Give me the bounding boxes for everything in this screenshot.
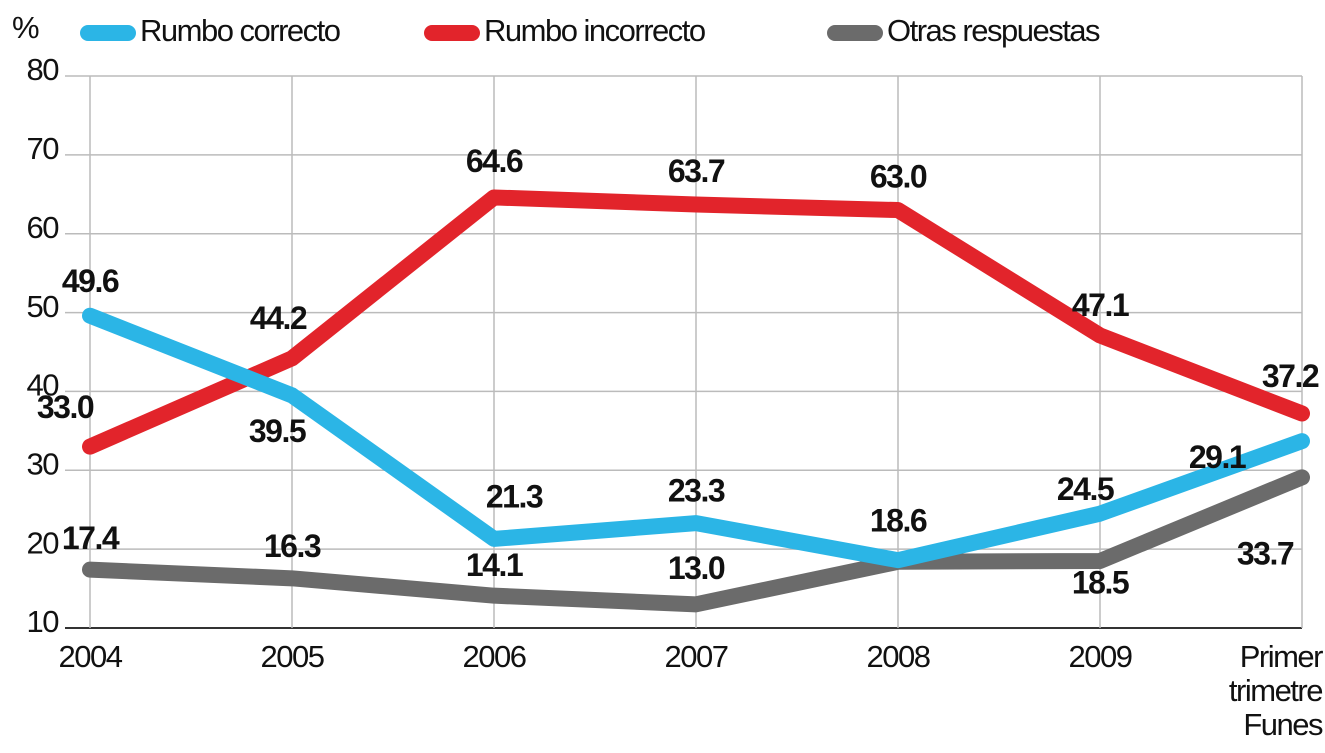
data-label: 13.0 — [668, 550, 725, 586]
y-tick-label: 70 — [27, 131, 60, 166]
x-tick-label: 2008 — [866, 639, 931, 674]
legend-label: Otras respuestas — [887, 13, 1100, 48]
y-tick-label: 20 — [27, 525, 60, 560]
data-label: 47.1 — [1072, 287, 1129, 323]
y-tick-label: 80 — [27, 52, 60, 87]
x-tick-label: 2005 — [260, 639, 325, 674]
data-label: 44.2 — [250, 300, 307, 336]
series-line — [82, 307, 1310, 569]
y-tick-label: 40 — [27, 368, 60, 403]
data-label: 18.6 — [870, 503, 927, 539]
data-label: 16.3 — [264, 528, 321, 564]
data-label: 14.1 — [466, 547, 523, 583]
data-label: 33.0 — [37, 389, 94, 425]
y-tick-label: 60 — [27, 210, 60, 245]
x-tick-label: 2007 — [664, 639, 729, 674]
data-label: 21.3 — [486, 478, 543, 514]
data-label: 63.7 — [668, 153, 725, 189]
x-tick-label: 2006 — [462, 639, 527, 674]
x-tick-label: Primer trimetre Funes — [1228, 639, 1324, 742]
y-tick-label: 50 — [27, 289, 60, 324]
data-label: 24.5 — [1057, 471, 1114, 507]
legend-label: Rumbo incorrecto — [484, 13, 705, 48]
series-line — [82, 189, 1310, 455]
data-label: 29.1 — [1189, 439, 1246, 475]
data-label: 17.4 — [62, 520, 120, 556]
data-label: 63.0 — [870, 159, 927, 195]
data-label: 23.3 — [668, 473, 725, 509]
data-label: 37.2 — [1262, 358, 1319, 394]
data-label: 39.5 — [249, 413, 306, 449]
legend-label: Rumbo correcto — [140, 13, 340, 48]
data-label: 33.7 — [1237, 536, 1294, 572]
y-tick-label: 30 — [27, 446, 60, 481]
data-label: 49.6 — [62, 263, 119, 299]
data-label: 64.6 — [466, 143, 523, 179]
data-label: 18.5 — [1072, 564, 1129, 600]
x-tick-label: 2004 — [58, 639, 123, 674]
x-tick-label: 2009 — [1068, 639, 1133, 674]
y-unit: % — [12, 10, 39, 45]
y-tick-label: 10 — [27, 604, 60, 639]
series-line — [82, 469, 1310, 613]
